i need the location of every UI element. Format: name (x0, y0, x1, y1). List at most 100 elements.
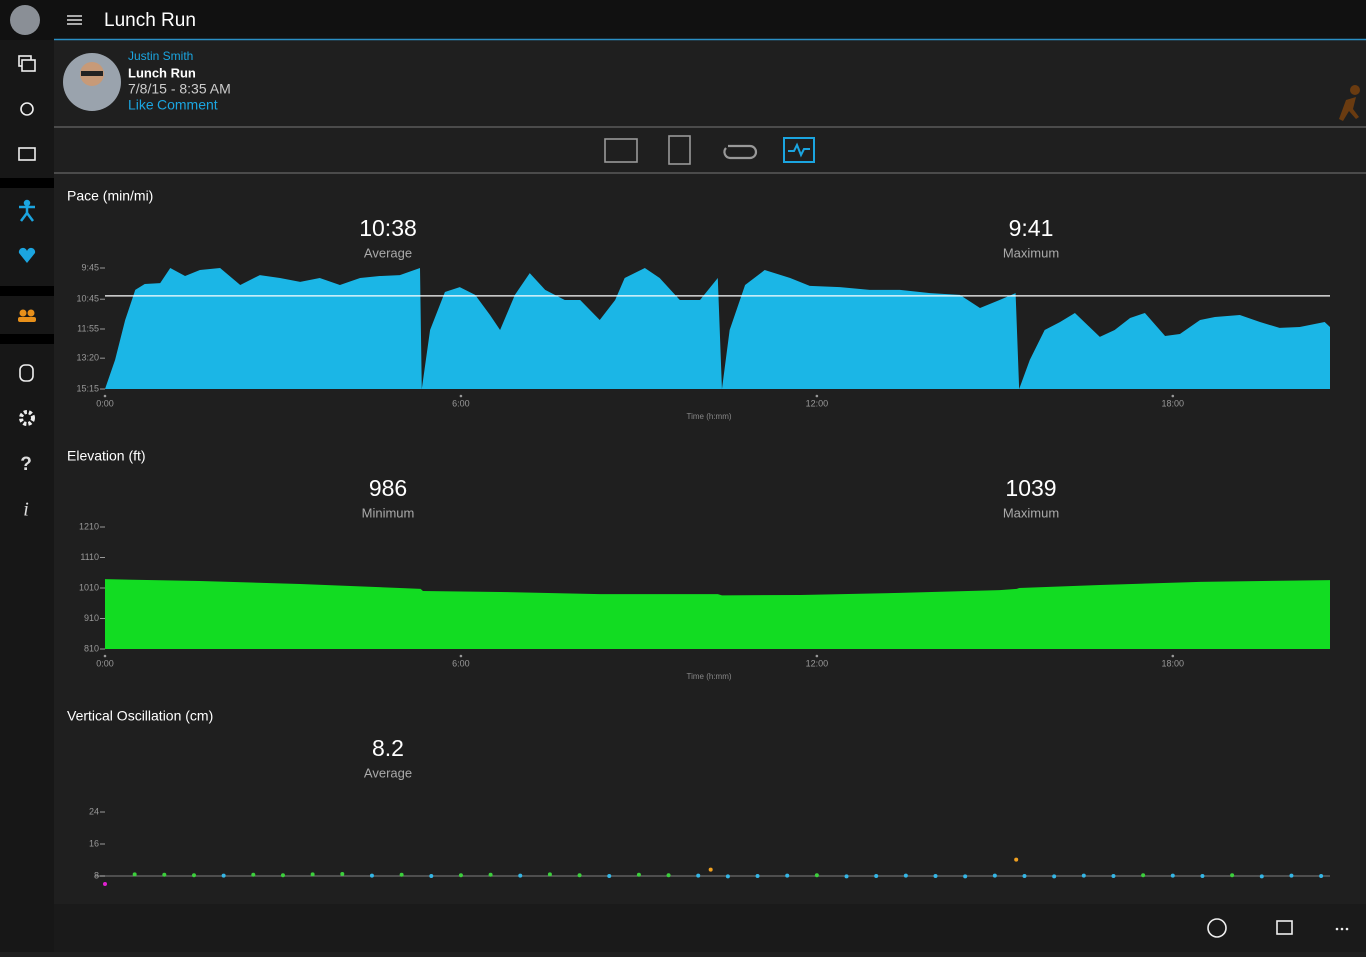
nav-icon[interactable]: ? (20, 454, 32, 475)
chart-title: Pace (min/mi) (67, 188, 153, 204)
area (105, 268, 1330, 389)
nav-icon[interactable]: i (23, 499, 29, 521)
nav-icon[interactable] (18, 147, 36, 161)
point (458, 873, 463, 878)
point (429, 874, 434, 878)
y-tick-label: 910 (84, 613, 99, 623)
y-tick-label: 15:15 (76, 383, 99, 393)
stat-caption: Minimum (362, 505, 415, 520)
point (666, 873, 671, 878)
tab-charts[interactable] (783, 137, 815, 163)
x-tick (1171, 654, 1175, 658)
point (844, 874, 849, 879)
user-avatar[interactable] (10, 5, 40, 35)
refresh-button[interactable] (1207, 918, 1227, 938)
point (933, 874, 938, 878)
point (1081, 873, 1086, 878)
point (191, 873, 196, 878)
tab-details[interactable] (668, 135, 691, 165)
nav-icon[interactable] (19, 199, 35, 222)
chart-title: Elevation (ft) (67, 448, 146, 464)
stat-caption: Average (364, 245, 412, 260)
menu-button[interactable] (67, 15, 82, 25)
chart-title: Vertical Oscillation (cm) (67, 708, 213, 724)
nav-icon[interactable] (18, 309, 36, 323)
stat-value: 8.2 (372, 735, 404, 761)
point (785, 873, 790, 878)
x-tick-label: 0:00 (96, 658, 114, 668)
point (636, 872, 641, 877)
x-tick (815, 654, 819, 658)
nav-icon[interactable] (18, 247, 36, 263)
point (1052, 874, 1057, 879)
y-tick-label: 1110 (80, 552, 99, 562)
nav-icon[interactable] (20, 102, 34, 116)
point (992, 873, 997, 878)
point (221, 873, 226, 878)
point (607, 874, 612, 878)
x-tick-label: 12:00 (806, 398, 829, 408)
x-tick (103, 654, 107, 658)
nav-icon[interactable] (19, 364, 34, 382)
y-tick-label: 1210 (79, 521, 99, 531)
point (310, 872, 315, 877)
point (547, 872, 552, 877)
point (1111, 874, 1116, 878)
x-tick (459, 654, 463, 658)
point (725, 874, 730, 879)
point (577, 873, 582, 878)
area (105, 579, 1330, 649)
stat-caption: Maximum (1003, 505, 1059, 520)
point (963, 874, 968, 879)
y-tick-label: 24 (89, 806, 99, 816)
stat-value: 986 (369, 475, 407, 501)
point (399, 872, 404, 877)
stat-value: 1039 (1005, 475, 1056, 501)
point (1289, 873, 1294, 878)
point (1230, 873, 1235, 878)
point (369, 873, 374, 878)
point (1259, 874, 1264, 879)
x-tick-label: 18:00 (1162, 398, 1185, 408)
stat-caption: Maximum (1003, 245, 1059, 260)
stat-value: 10:38 (359, 215, 417, 241)
y-tick-label: 10:45 (76, 294, 99, 304)
page-title: Lunch Run (104, 10, 196, 31)
x-tick (459, 394, 463, 398)
stat-caption: Average (364, 765, 412, 780)
tab-map[interactable] (604, 138, 638, 163)
athlete-name[interactable]: Justin Smith (128, 49, 193, 63)
like-link[interactable]: Like (128, 97, 154, 113)
activity-date: 7/8/15 - 8:35 AM (128, 81, 231, 97)
x-axis-label: Time (h:mm) (686, 672, 731, 681)
more-button[interactable] (1335, 927, 1349, 931)
title-bar (0, 0, 1366, 40)
share-button[interactable] (1276, 920, 1293, 935)
point (874, 874, 879, 878)
tab-laps[interactable] (723, 144, 758, 160)
stat-value: 9:41 (1009, 215, 1054, 241)
point (251, 872, 256, 877)
activity-name: Lunch Run (128, 65, 196, 80)
y-tick-label: 11:55 (77, 323, 99, 333)
x-tick-label: 0:00 (96, 398, 114, 408)
point (814, 873, 819, 878)
point (103, 882, 107, 886)
point (132, 872, 137, 877)
point (1141, 873, 1146, 878)
x-axis-label: Time (h:mm) (686, 412, 731, 421)
nav-icon[interactable] (19, 410, 35, 426)
y-tick-label: 8 (94, 870, 99, 880)
comment-link[interactable]: Comment (157, 97, 218, 113)
point (518, 873, 523, 878)
x-tick-label: 12:00 (806, 658, 829, 668)
point (162, 872, 167, 877)
nav-bar (0, 40, 54, 952)
y-tick-label: 1010 (79, 582, 99, 592)
point (1014, 857, 1019, 862)
activity-type-icon (1339, 85, 1360, 121)
x-tick (815, 394, 819, 398)
point (488, 872, 493, 877)
